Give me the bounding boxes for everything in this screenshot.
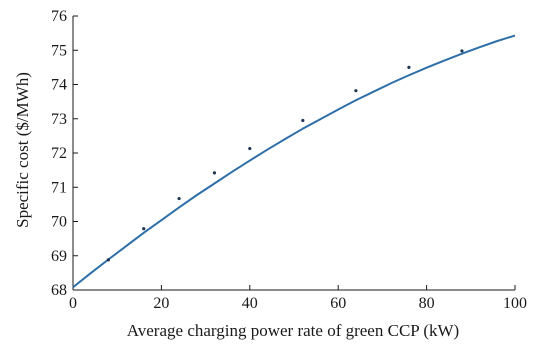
y-tick-label: 71	[51, 179, 67, 196]
y-tick-label: 74	[51, 77, 67, 94]
data-point	[142, 227, 146, 231]
data-point	[106, 258, 110, 262]
x-tick-label: 80	[419, 295, 435, 312]
axes	[72, 15, 516, 291]
y-tick-label: 73	[51, 111, 67, 128]
data-series	[72, 34, 516, 289]
data-point	[301, 118, 305, 123]
data-point	[354, 89, 358, 93]
y-tick-label: 68	[51, 282, 67, 299]
series-line	[72, 34, 516, 289]
data-point	[460, 49, 464, 53]
y-tick-label: 75	[51, 42, 67, 59]
y-tick-label: 69	[51, 248, 67, 265]
y-tick-label: 72	[51, 145, 67, 162]
data-point	[177, 196, 181, 201]
y-tick-label: 70	[51, 214, 67, 231]
x-tick-label: 40	[242, 295, 258, 312]
x-tick-label: 0	[69, 295, 77, 312]
y-axis-label: Specific cost ($/MWh)	[13, 72, 32, 228]
y-tick-label: 76	[51, 8, 67, 25]
x-tick-label: 20	[153, 295, 169, 312]
x-tick-label: 100	[503, 295, 527, 312]
x-tick-label: 60	[330, 295, 346, 312]
data-point	[407, 65, 411, 69]
tick-labels: 0 20 40 60 80 100 68 69 70 71 72 73 74 75 76	[51, 8, 527, 312]
data-point	[248, 146, 252, 151]
data-point	[212, 171, 217, 175]
x-axis-label: Average charging power rate of green CCP…	[127, 321, 459, 340]
